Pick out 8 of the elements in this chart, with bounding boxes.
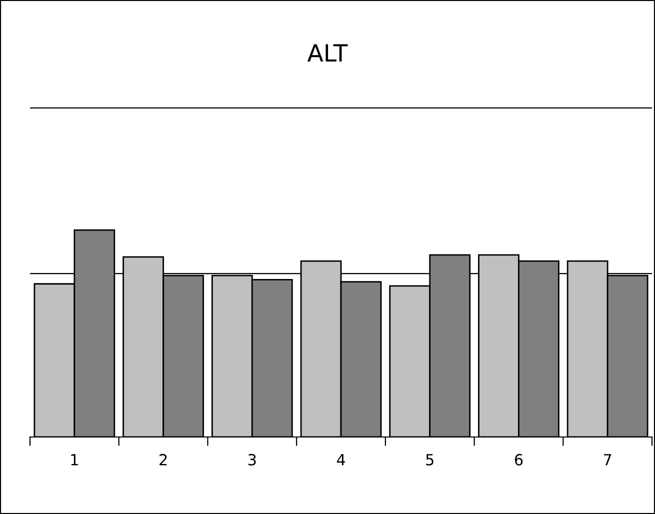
x-tick-label: 4 [336, 454, 346, 466]
x-tick-label: 2 [160, 454, 167, 466]
x-tick-label: 5 [426, 454, 434, 466]
x-tick-label: 1 [71, 454, 78, 466]
x-tick-label: 7 [604, 454, 612, 466]
chart-title: ALT [307, 44, 348, 62]
x-tick-label: 6 [514, 454, 523, 466]
x-tick-label: 3 [248, 454, 256, 466]
